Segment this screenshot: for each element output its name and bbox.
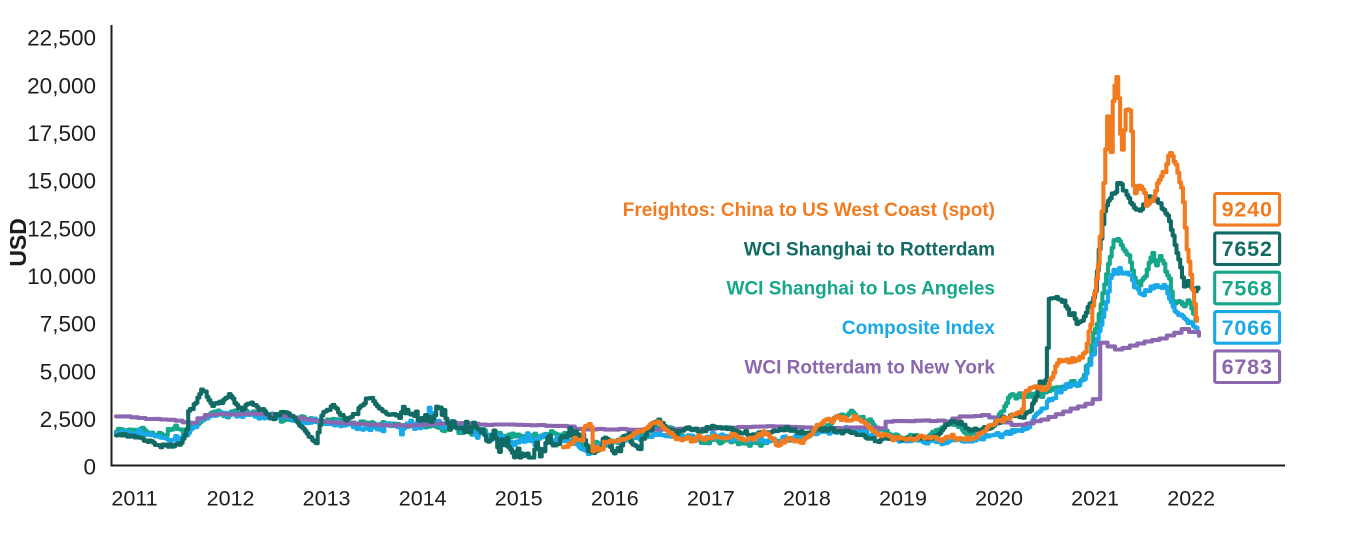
svg-text:2,500: 2,500 (40, 407, 96, 432)
svg-text:10,000: 10,000 (27, 264, 96, 289)
svg-text:17,500: 17,500 (27, 121, 96, 146)
svg-text:2011: 2011 (111, 487, 157, 511)
svg-text:Freightos: China to US West Co: Freightos: China to US West Coast (spot) (623, 200, 995, 221)
svg-text:15,000: 15,000 (27, 169, 96, 194)
svg-text:7568: 7568 (1222, 276, 1273, 300)
svg-text:7066: 7066 (1222, 316, 1273, 340)
svg-text:6783: 6783 (1222, 355, 1273, 379)
svg-text:7652: 7652 (1222, 237, 1273, 261)
svg-text:WCI Rotterdam to New York: WCI Rotterdam to New York (744, 357, 995, 378)
svg-text:USD: USD (5, 218, 31, 267)
svg-text:2016: 2016 (591, 487, 639, 511)
svg-text:9240: 9240 (1222, 198, 1273, 222)
svg-text:WCI Shanghai to Rotterdam: WCI Shanghai to Rotterdam (744, 239, 995, 260)
svg-text:22,500: 22,500 (27, 26, 96, 51)
svg-text:2014: 2014 (399, 487, 447, 511)
svg-text:0: 0 (83, 455, 96, 480)
svg-text:WCI Shanghai to Los Angeles: WCI Shanghai to Los Angeles (727, 279, 995, 300)
svg-text:2012: 2012 (207, 487, 255, 511)
svg-text:2019: 2019 (879, 487, 927, 511)
svg-text:2013: 2013 (303, 487, 351, 511)
svg-text:2020: 2020 (975, 487, 1023, 511)
svg-text:Composite Index: Composite Index (842, 318, 996, 339)
svg-text:7,500: 7,500 (40, 312, 96, 337)
svg-text:2018: 2018 (783, 487, 831, 511)
svg-text:2021: 2021 (1071, 487, 1119, 511)
svg-text:20,000: 20,000 (27, 73, 96, 98)
svg-text:12,500: 12,500 (27, 216, 96, 241)
svg-text:2017: 2017 (687, 487, 735, 511)
svg-text:5,000: 5,000 (40, 359, 96, 384)
svg-text:2015: 2015 (495, 487, 543, 511)
svg-text:2022: 2022 (1167, 487, 1215, 511)
